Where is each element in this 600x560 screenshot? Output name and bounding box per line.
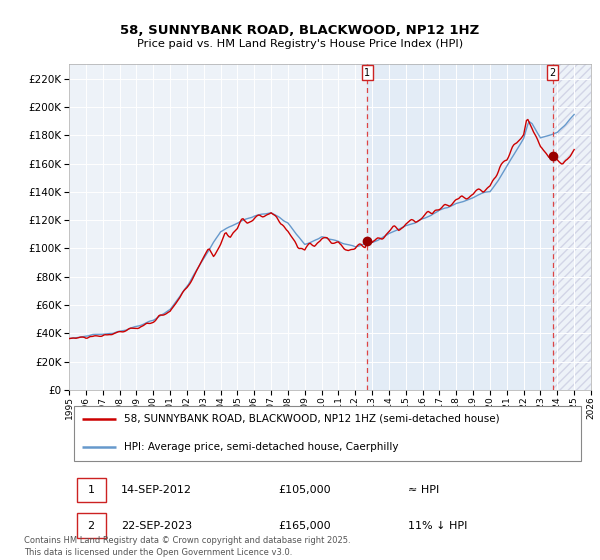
Text: £105,000: £105,000 — [278, 486, 331, 495]
Text: 58, SUNNYBANK ROAD, BLACKWOOD, NP12 1HZ: 58, SUNNYBANK ROAD, BLACKWOOD, NP12 1HZ — [121, 24, 479, 37]
Text: 2: 2 — [88, 521, 94, 530]
Text: 1: 1 — [364, 68, 370, 78]
Bar — [367, 64, 553, 390]
Text: Contains HM Land Registry data © Crown copyright and database right 2025.
This d: Contains HM Land Registry data © Crown c… — [24, 536, 350, 557]
Text: HPI: Average price, semi-detached house, Caerphilly: HPI: Average price, semi-detached house,… — [124, 442, 398, 452]
Text: 11% ↓ HPI: 11% ↓ HPI — [409, 521, 467, 530]
Text: ≈ HPI: ≈ HPI — [409, 486, 440, 495]
Bar — [553, 64, 591, 390]
Text: 14-SEP-2012: 14-SEP-2012 — [121, 486, 192, 495]
Text: 2: 2 — [550, 68, 556, 78]
Text: 1: 1 — [88, 486, 94, 495]
Text: 22-SEP-2023: 22-SEP-2023 — [121, 521, 193, 530]
Bar — [553, 64, 591, 390]
Text: Price paid vs. HM Land Registry's House Price Index (HPI): Price paid vs. HM Land Registry's House … — [137, 39, 463, 49]
Text: £165,000: £165,000 — [278, 521, 331, 530]
FancyBboxPatch shape — [77, 514, 106, 538]
FancyBboxPatch shape — [77, 478, 106, 502]
FancyBboxPatch shape — [74, 406, 581, 461]
Text: 58, SUNNYBANK ROAD, BLACKWOOD, NP12 1HZ (semi-detached house): 58, SUNNYBANK ROAD, BLACKWOOD, NP12 1HZ … — [124, 414, 499, 424]
